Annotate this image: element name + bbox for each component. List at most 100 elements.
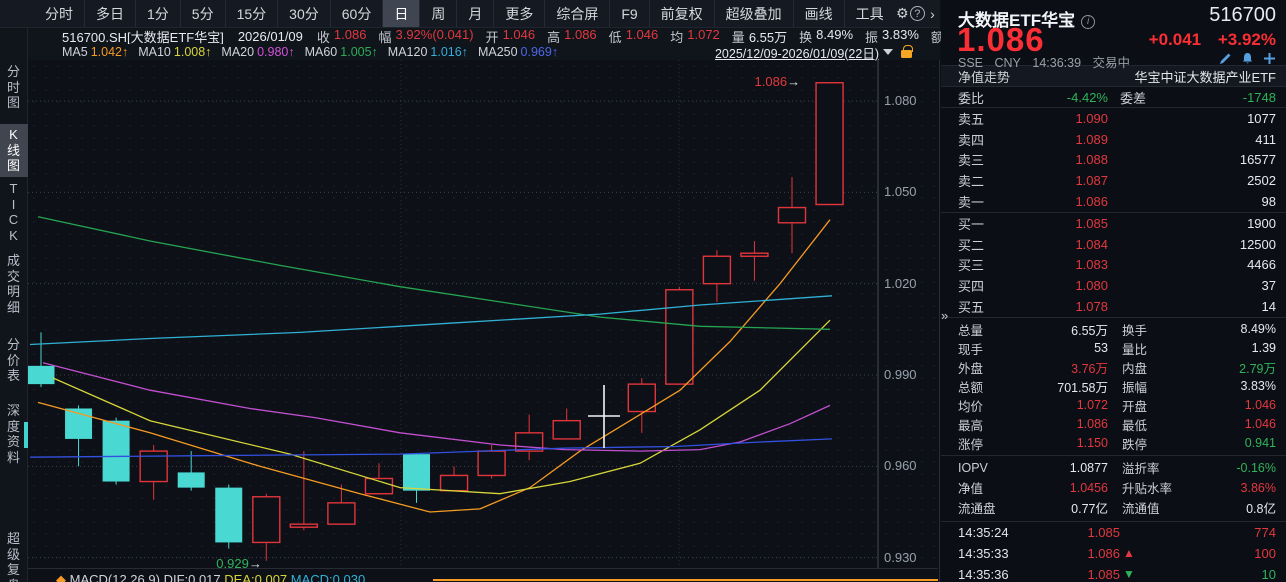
toolbar-button-画线[interactable]: 画线 bbox=[792, 0, 844, 27]
bid-row-买四[interactable]: 买四 1.080 37 bbox=[941, 275, 1286, 296]
sidebar-item-分价表[interactable]: 分价表 bbox=[6, 337, 21, 383]
candle-body[interactable] bbox=[477, 450, 506, 477]
ask-row-卖五[interactable]: 卖五 1.090 1077 bbox=[941, 108, 1286, 129]
tab-日[interactable]: 日 bbox=[382, 0, 420, 27]
panel-expander-icon[interactable]: » bbox=[941, 308, 949, 323]
stat-value: 1.046 bbox=[1244, 417, 1276, 432]
chevron-down-icon[interactable] bbox=[883, 49, 893, 55]
field-value: 6.55万 bbox=[748, 29, 788, 45]
queue-label: 买四 bbox=[958, 279, 985, 295]
candle-body[interactable] bbox=[777, 206, 807, 224]
ask-row-卖一[interactable]: 卖一 1.086 98 bbox=[941, 191, 1286, 212]
stat-value: 3.83% bbox=[1240, 379, 1276, 394]
tab-分时[interactable]: 分时 bbox=[45, 5, 73, 22]
candle-body[interactable] bbox=[177, 472, 205, 488]
tick-time: 14:35:36 bbox=[958, 566, 1009, 582]
queue-volume: 1077 bbox=[1247, 110, 1276, 126]
ask-row-卖四[interactable]: 卖四 1.089 411 bbox=[941, 129, 1286, 150]
info-icon[interactable]: i bbox=[1081, 14, 1096, 29]
candle-body[interactable] bbox=[327, 502, 356, 525]
toolbar-button-工具[interactable]: 工具 bbox=[843, 0, 895, 27]
sidebar-item-深度资料[interactable]: 深度资料 bbox=[6, 403, 21, 465]
ask-row-卖三[interactable]: 卖三 1.088 16577 bbox=[941, 150, 1286, 171]
tick-row: 14:35:36 1.085 ▼ 10 bbox=[941, 564, 1286, 582]
bid-row-买二[interactable]: 买二 1.084 12500 bbox=[941, 234, 1286, 255]
sidebar-item-分时图[interactable]: 分时图 bbox=[6, 64, 21, 110]
sidebar-item-成交明细[interactable]: 成交明细 bbox=[6, 253, 21, 315]
tab-周[interactable]: 周 bbox=[419, 0, 456, 27]
candle-body[interactable] bbox=[627, 383, 656, 413]
stat-value: 1.39 bbox=[1251, 341, 1276, 356]
tab-30分[interactable]: 30分 bbox=[277, 0, 330, 27]
candle-body[interactable] bbox=[552, 419, 581, 440]
candle-body[interactable] bbox=[815, 82, 844, 206]
candle-body[interactable] bbox=[364, 477, 394, 495]
tab-月[interactable]: 月 bbox=[456, 0, 493, 27]
queue-label: 卖一 bbox=[958, 195, 985, 211]
candle-body[interactable] bbox=[665, 289, 694, 385]
gear-icon[interactable]: ⚙ bbox=[895, 5, 909, 21]
chevron-right-icon[interactable]: › bbox=[930, 5, 935, 22]
stat-value: 0.77亿 bbox=[1071, 502, 1108, 517]
sidebar-item-超级复盘[interactable]: 超级复盘 bbox=[6, 531, 21, 582]
kline-chart[interactable]: 1.080 1.050 1.020 0.990 0.960 0.930 1.086→ 0.92… bbox=[28, 60, 938, 571]
candle-body[interactable] bbox=[289, 523, 319, 528]
queue-price: 1.090 bbox=[1075, 110, 1108, 126]
candle-body[interactable] bbox=[252, 496, 281, 544]
stat-row-外盘: 外盘 3.76万 内盘 2.79万 bbox=[941, 358, 1286, 377]
candle-body[interactable] bbox=[439, 474, 469, 492]
tab-15分[interactable]: 15分 bbox=[224, 0, 278, 27]
toolbar-button-前复权[interactable]: 前复权 bbox=[648, 0, 714, 27]
candle-body[interactable] bbox=[702, 255, 732, 285]
candle-body[interactable] bbox=[740, 252, 769, 257]
candle-body[interactable] bbox=[102, 420, 130, 482]
tick-price: 1.085 bbox=[1087, 524, 1120, 540]
toolbar-button-超级叠加[interactable]: 超级叠加 bbox=[713, 0, 793, 27]
y-axis-label: 1.020 bbox=[884, 275, 917, 291]
ask-row-卖二[interactable]: 卖二 1.087 2502 bbox=[941, 170, 1286, 191]
ma-number: 0.980↑ bbox=[257, 45, 295, 59]
tab-更多[interactable]: 更多 bbox=[493, 0, 544, 27]
edit-pencil-icon[interactable] bbox=[1219, 52, 1232, 65]
date-range-selector[interactable]: 2025/12/09-2026/01/09(22日) bbox=[714, 43, 913, 62]
fund-info-row[interactable]: 净值走势 华宝中证大数据产业ETF bbox=[941, 66, 1286, 87]
stat-value: 1.072 bbox=[1076, 398, 1108, 413]
bid-row-买五[interactable]: 买五 1.078 14 bbox=[941, 296, 1286, 317]
queue-label: 卖四 bbox=[958, 132, 985, 148]
help-icon[interactable]: ? bbox=[909, 0, 925, 27]
tab-5分[interactable]: 5分 bbox=[179, 0, 225, 27]
add-plus-icon[interactable] bbox=[1263, 52, 1276, 65]
field-label: 开 bbox=[485, 29, 499, 45]
nav-trend-link[interactable]: 净值走势 bbox=[958, 69, 1011, 85]
macd-strip[interactable]: ◆ MACD(12,26,9) DIF:0.017 DEA:0.007 MACD… bbox=[28, 568, 938, 582]
alert-bell-icon[interactable] bbox=[1241, 52, 1254, 65]
candle-body[interactable] bbox=[28, 365, 55, 385]
tab-60分[interactable]: 60分 bbox=[329, 0, 383, 27]
quote-field-高: 高 1.086 bbox=[547, 27, 597, 46]
queue-volume: 411 bbox=[1255, 131, 1276, 147]
ma-label: MA10 bbox=[138, 45, 171, 59]
ma-label: MA250 bbox=[477, 45, 518, 59]
field-value: 1.046 bbox=[502, 26, 536, 42]
tab-1分[interactable]: 1分 bbox=[135, 0, 180, 27]
bid-row-买三[interactable]: 买三 1.083 4466 bbox=[941, 255, 1286, 276]
ma-indicator-row: MA5 1.042↑ MA10 1.008↑ MA20 0.980↑ MA60 1.005↑ M… bbox=[0, 43, 940, 62]
tab-多日[interactable]: 多日 bbox=[84, 0, 135, 27]
last-price: 1.086 bbox=[957, 21, 1045, 58]
symbol-label: 516700.SH[大数据ETF华宝] bbox=[62, 29, 224, 45]
toolbar-button-F9[interactable]: F9 bbox=[609, 0, 648, 27]
stat-value: 0.8亿 bbox=[1246, 502, 1276, 517]
field-label: 低 bbox=[608, 29, 622, 45]
candle-body[interactable] bbox=[215, 487, 243, 543]
candle-body[interactable] bbox=[403, 454, 430, 491]
lock-icon[interactable] bbox=[901, 45, 913, 58]
tick-volume: 774 bbox=[1254, 524, 1276, 540]
date-range-label[interactable]: 2025/12/09-2026/01/09(22日) bbox=[714, 46, 879, 61]
toolbar-button-综合屏[interactable]: 综合屏 bbox=[544, 0, 609, 27]
tick-row: 14:35:33 1.086 ▲ 100 bbox=[941, 543, 1286, 564]
tick-volume: 100 bbox=[1254, 545, 1276, 561]
bid-row-买一[interactable]: 买一 1.085 1900 bbox=[941, 213, 1286, 234]
bid-queue: 买一 1.085 1900 买二 1.084 12500 买三 1.083 4466 买四 1.08… bbox=[941, 213, 1286, 318]
